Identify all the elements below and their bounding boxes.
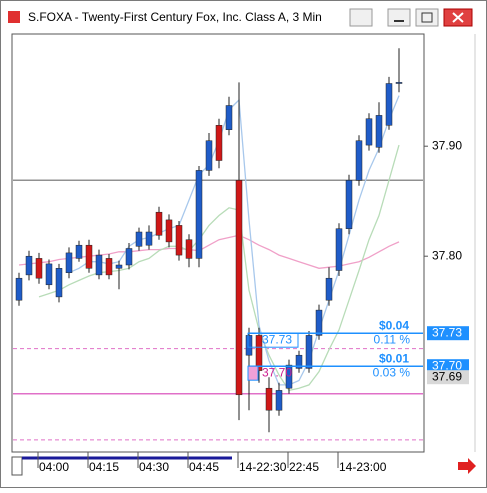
scroll-box[interactable]: [11, 456, 23, 476]
app-icon: [8, 11, 20, 23]
y-tick-label: 37.90: [432, 138, 462, 152]
candle-body: [15, 277, 23, 301]
measure-amount: $0.04: [379, 318, 409, 332]
candle-body: [105, 258, 113, 276]
candle-body: [25, 255, 33, 276]
x-tick-label: 04:00: [39, 460, 69, 474]
candle-body: [135, 231, 143, 247]
candle-body: [385, 83, 393, 126]
candle-body: [195, 170, 203, 259]
candle-body: [75, 244, 83, 259]
candle-body: [85, 244, 93, 269]
x-tick-label: 22:45: [289, 460, 319, 474]
price-tag: [427, 326, 469, 341]
price-tag: [427, 370, 469, 385]
measure-percent: 0.03 %: [373, 365, 411, 379]
candle-body: [165, 219, 173, 243]
candle-body: [65, 252, 73, 273]
candle-body: [375, 115, 383, 148]
candle-body: [175, 225, 183, 256]
price-tag-label: 37.70: [432, 358, 462, 372]
candle-body: [355, 140, 363, 181]
x-tick-label: 14-22:30: [239, 460, 287, 474]
price-tag-label: 37.69: [432, 369, 462, 383]
candle-body: [285, 364, 293, 389]
measure-box: [247, 332, 299, 348]
candle-body: [315, 309, 323, 336]
measure-price: 37.73: [262, 332, 292, 346]
link-button[interactable]: [349, 8, 373, 27]
ma-line: [18, 234, 400, 269]
candle-body: [55, 268, 63, 298]
candle-body: [205, 140, 213, 171]
close-glyph: [452, 12, 464, 23]
x-tick-label: 04:15: [89, 460, 119, 474]
candle-body: [245, 335, 253, 356]
maximize-button[interactable]: [415, 8, 439, 27]
candle-body: [365, 118, 373, 146]
candle-body: [95, 254, 103, 276]
candle-body: [255, 335, 263, 371]
candle-body: [35, 258, 43, 279]
candle-body: [225, 105, 233, 130]
measure-percent: 0.11 %: [374, 332, 411, 346]
plot-area: [11, 33, 425, 453]
candle-body: [235, 180, 243, 396]
x-tick-label: 14-23:00: [339, 460, 387, 474]
maximize-glyph: [421, 12, 433, 23]
candle-body: [155, 211, 163, 236]
y-tick-label: 37.80: [432, 248, 462, 262]
x-tick-label: 04:45: [189, 460, 219, 474]
price-tag-label: 37.73: [432, 325, 462, 339]
candle-body: [295, 354, 303, 369]
price-tag: [427, 359, 469, 374]
plot-layer: 37.80 37.90 04:00 04:15 04:30 04:45 14-22:30 22…: [13, 48, 469, 474]
candle-body: [345, 180, 353, 229]
candle-body: [395, 82, 403, 84]
candle-body: [275, 390, 283, 411]
x-tick-label: 04:30: [139, 460, 169, 474]
candle-body: [325, 277, 333, 301]
candle-body: [115, 264, 123, 269]
candle-body: [305, 335, 313, 369]
minimize-button[interactable]: [387, 8, 411, 27]
candle-body: [185, 239, 193, 259]
measure-box: [247, 365, 259, 381]
candle-body: [215, 125, 223, 161]
ma-line: [68, 95, 400, 386]
candle-body: [45, 263, 53, 286]
candle-body: [145, 231, 153, 246]
candle-body: [265, 387, 273, 411]
window-title: S.FOXA - Twenty-First Century Fox, Inc. …: [28, 10, 322, 24]
window-buttons[interactable]: [349, 8, 473, 27]
candle-body: [125, 248, 133, 266]
measure-amount: $0.01: [379, 351, 409, 365]
measure-price: 37.70: [262, 365, 292, 379]
candle-body: [335, 228, 343, 271]
scroll-arrow[interactable]: [458, 458, 476, 474]
